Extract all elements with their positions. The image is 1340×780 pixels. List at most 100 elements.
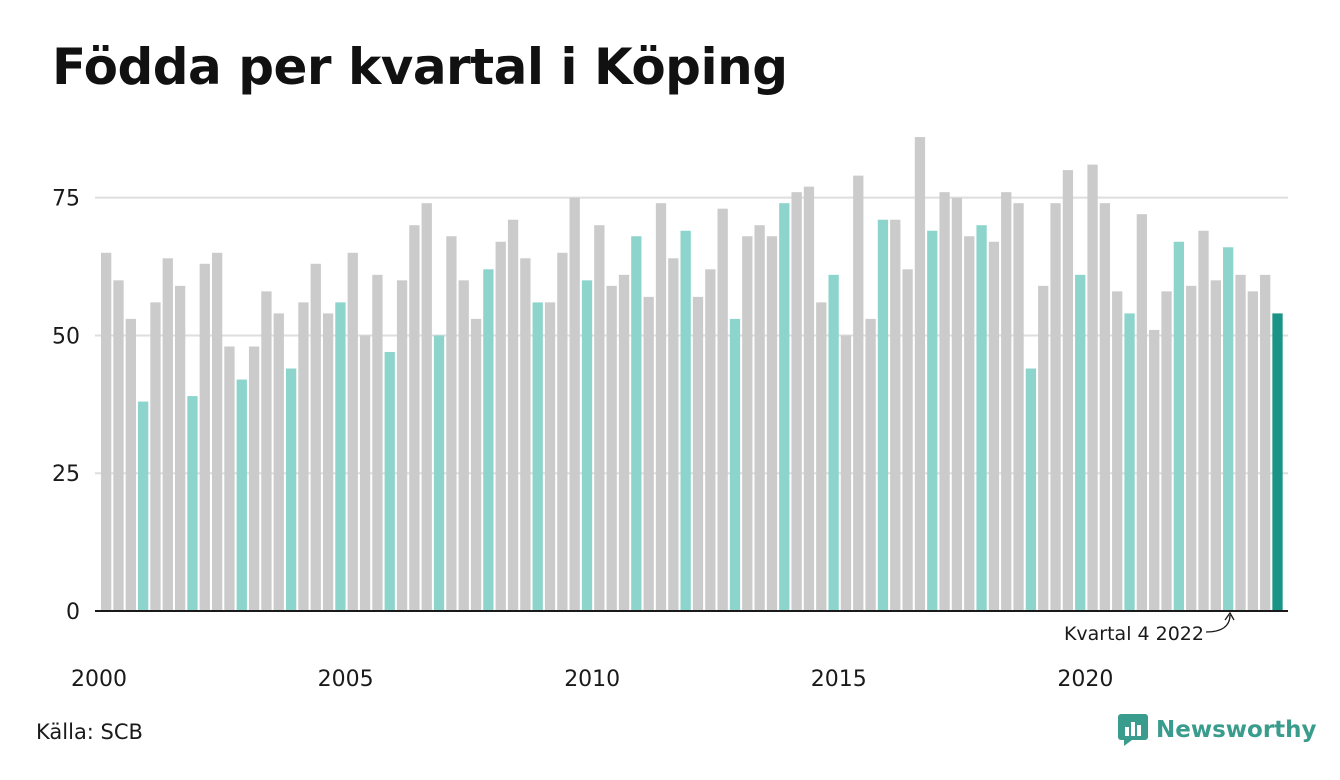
bar: [1087, 164, 1098, 611]
annotation-arrowhead: [1224, 611, 1235, 621]
y-tick-label: 75: [52, 187, 80, 212]
chart-title: Födda per kvartal i Köping: [52, 38, 788, 96]
bar: [976, 225, 987, 611]
bar: [1210, 280, 1221, 611]
bar: [211, 252, 223, 611]
y-tick-label: 25: [52, 462, 80, 487]
x-tick-label: 2015: [811, 667, 867, 692]
bar: [1112, 291, 1123, 611]
bar: [1272, 313, 1283, 611]
bar: [1161, 291, 1172, 611]
bar: [470, 318, 482, 611]
bar: [791, 192, 802, 611]
bar: [828, 274, 839, 611]
bar: [742, 236, 753, 611]
bar: [964, 236, 975, 611]
bar: [150, 302, 161, 611]
bar: [520, 258, 531, 611]
bar: [322, 313, 334, 611]
bar: [125, 318, 136, 611]
bar: [187, 396, 198, 611]
bar: [310, 263, 321, 611]
bar: [643, 296, 654, 611]
bar: [939, 192, 950, 611]
bar: [162, 258, 173, 611]
bar: [174, 285, 186, 611]
bar: [458, 280, 469, 611]
bar: [655, 203, 667, 611]
bar: [914, 137, 926, 612]
bar: [285, 368, 297, 611]
bar: [853, 175, 864, 611]
bar: [1247, 291, 1258, 611]
bar: [359, 335, 371, 611]
bar: [483, 269, 494, 611]
bar: [1038, 285, 1049, 611]
bar: [421, 203, 432, 611]
bar: [1149, 329, 1160, 611]
brand-logo: Newsworthy: [1118, 714, 1317, 746]
bar: [236, 379, 247, 611]
bar: [1062, 170, 1074, 611]
bar: [1136, 214, 1148, 611]
bar: [988, 241, 1000, 611]
bar: [803, 186, 815, 611]
bar: [680, 230, 691, 611]
bar: [557, 252, 568, 611]
bar: [101, 252, 112, 611]
bar: [877, 219, 889, 611]
bar: [927, 230, 938, 611]
bar: [248, 346, 260, 611]
bar: [1173, 241, 1185, 611]
y-tick-label: 0: [66, 600, 80, 625]
bar: [137, 401, 149, 611]
x-tick-label: 2010: [564, 667, 620, 692]
brand-name: Newsworthy: [1156, 717, 1317, 743]
bar: [446, 236, 457, 611]
bar: [890, 219, 901, 611]
newsworthy-logo-icon: [1118, 714, 1148, 746]
bar: [618, 274, 630, 611]
bar: [606, 285, 617, 611]
annotation-label: Kvartal 4 2022: [1064, 623, 1204, 645]
bar: [581, 280, 593, 611]
bar: [544, 302, 556, 611]
x-tick-label: 2020: [1057, 667, 1113, 692]
bar: [865, 318, 876, 611]
bar: [1198, 230, 1209, 611]
bar: [507, 219, 519, 611]
bar: [372, 274, 383, 611]
bar: [766, 236, 778, 611]
bar: [261, 291, 272, 611]
bar: [495, 241, 506, 611]
annotation-arrow: [1205, 614, 1231, 633]
bar: [298, 302, 309, 611]
bar: [224, 346, 235, 611]
bar: [840, 335, 852, 611]
bar: [532, 302, 543, 611]
bar-chart: 0 25 50 75 2000 2005 2010 2015 2020 Kvartal 4 202…: [52, 137, 1288, 692]
bar: [594, 225, 605, 611]
bar: [335, 302, 346, 611]
bar: [668, 258, 679, 611]
bar: [1013, 203, 1024, 611]
bar: [1025, 368, 1037, 611]
bar: [951, 197, 963, 611]
bar: [396, 280, 408, 611]
bar: [1260, 274, 1271, 611]
x-tick-label: 2000: [71, 667, 127, 692]
bar: [1124, 313, 1135, 611]
bar: [692, 296, 704, 611]
bar: [409, 225, 420, 611]
bar: [1050, 203, 1061, 611]
bar: [1223, 247, 1234, 611]
bar: [199, 263, 210, 611]
bar: [569, 197, 580, 611]
bar: [717, 208, 728, 611]
bar: [816, 302, 827, 611]
bar: [347, 252, 358, 611]
bar: [1099, 203, 1111, 611]
y-tick-label: 50: [52, 324, 80, 349]
bar: [433, 335, 445, 611]
bar: [729, 318, 741, 611]
